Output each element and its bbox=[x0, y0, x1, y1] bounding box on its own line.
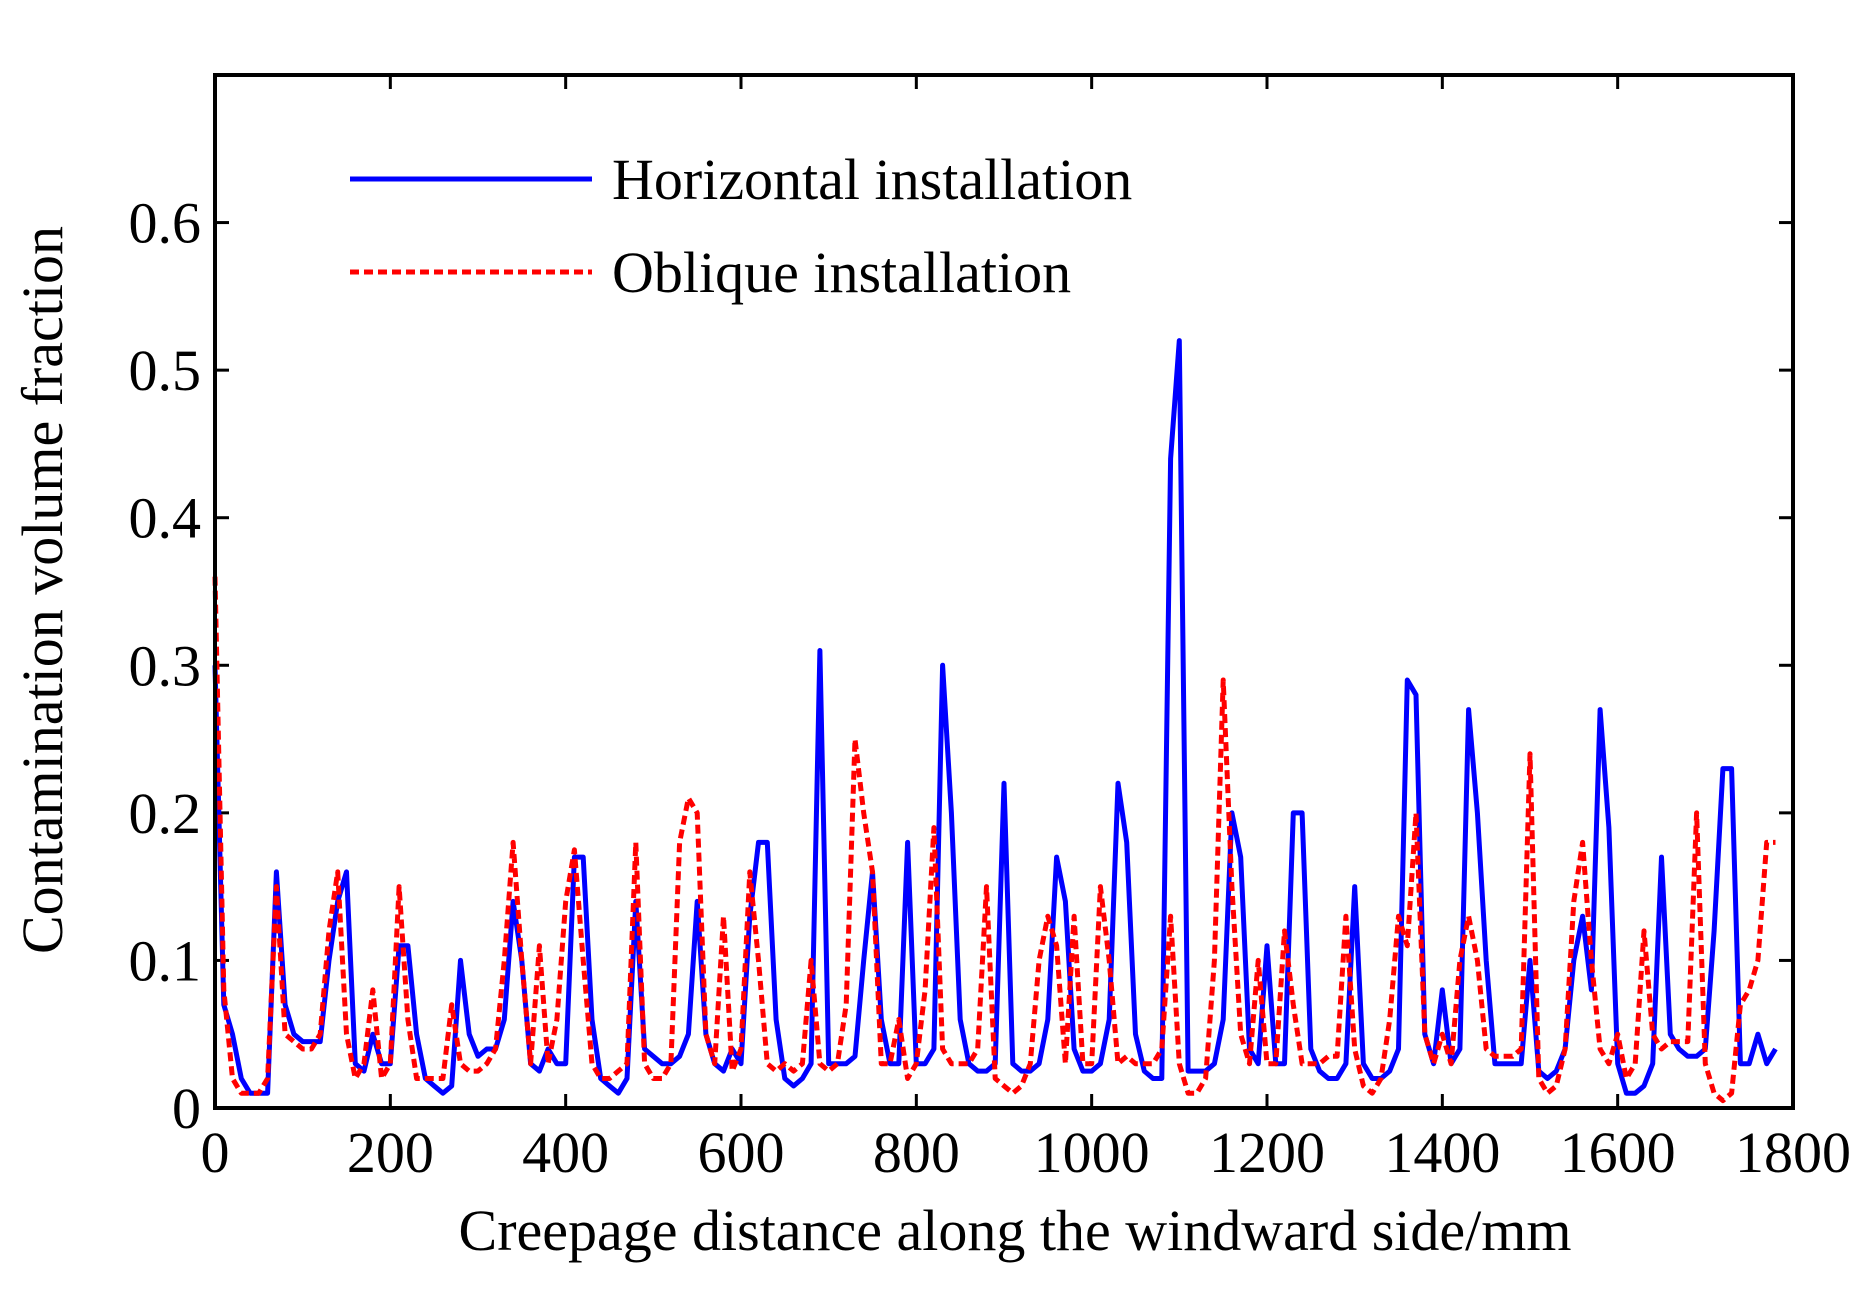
x-tick-label: 1200 bbox=[1209, 1120, 1325, 1185]
y-tick-label: 0.3 bbox=[129, 633, 202, 698]
x-tick-label: 800 bbox=[873, 1120, 960, 1185]
x-axis-label: Creepage distance along the windward sid… bbox=[459, 1198, 1572, 1263]
y-axis-label: Contamination volume fraction bbox=[10, 226, 75, 954]
x-tick-label: 200 bbox=[347, 1120, 434, 1185]
y-tick-label: 0.6 bbox=[129, 191, 202, 256]
x-tick-label: 1400 bbox=[1384, 1120, 1500, 1185]
x-tick-label: 400 bbox=[522, 1120, 609, 1185]
x-tick-label: 0 bbox=[201, 1120, 230, 1185]
series-line bbox=[212, 338, 1778, 1096]
plot-frame bbox=[213, 73, 1795, 1110]
series-line bbox=[212, 576, 1776, 1104]
y-tick-label: 0.4 bbox=[129, 486, 202, 551]
x-tick-label: 600 bbox=[698, 1120, 785, 1185]
legend-label: Oblique installation bbox=[612, 240, 1071, 305]
x-tick-label: 1800 bbox=[1735, 1120, 1851, 1185]
y-tick-label: 0.2 bbox=[129, 781, 202, 846]
x-tick-label: 1600 bbox=[1560, 1120, 1676, 1185]
y-tick-label: 0.1 bbox=[129, 928, 202, 993]
y-tick-label: 0 bbox=[172, 1076, 201, 1141]
legend-label: Horizontal installation bbox=[612, 147, 1132, 212]
x-tick-label: 1000 bbox=[1034, 1120, 1150, 1185]
y-tick-label: 0.5 bbox=[129, 338, 202, 403]
